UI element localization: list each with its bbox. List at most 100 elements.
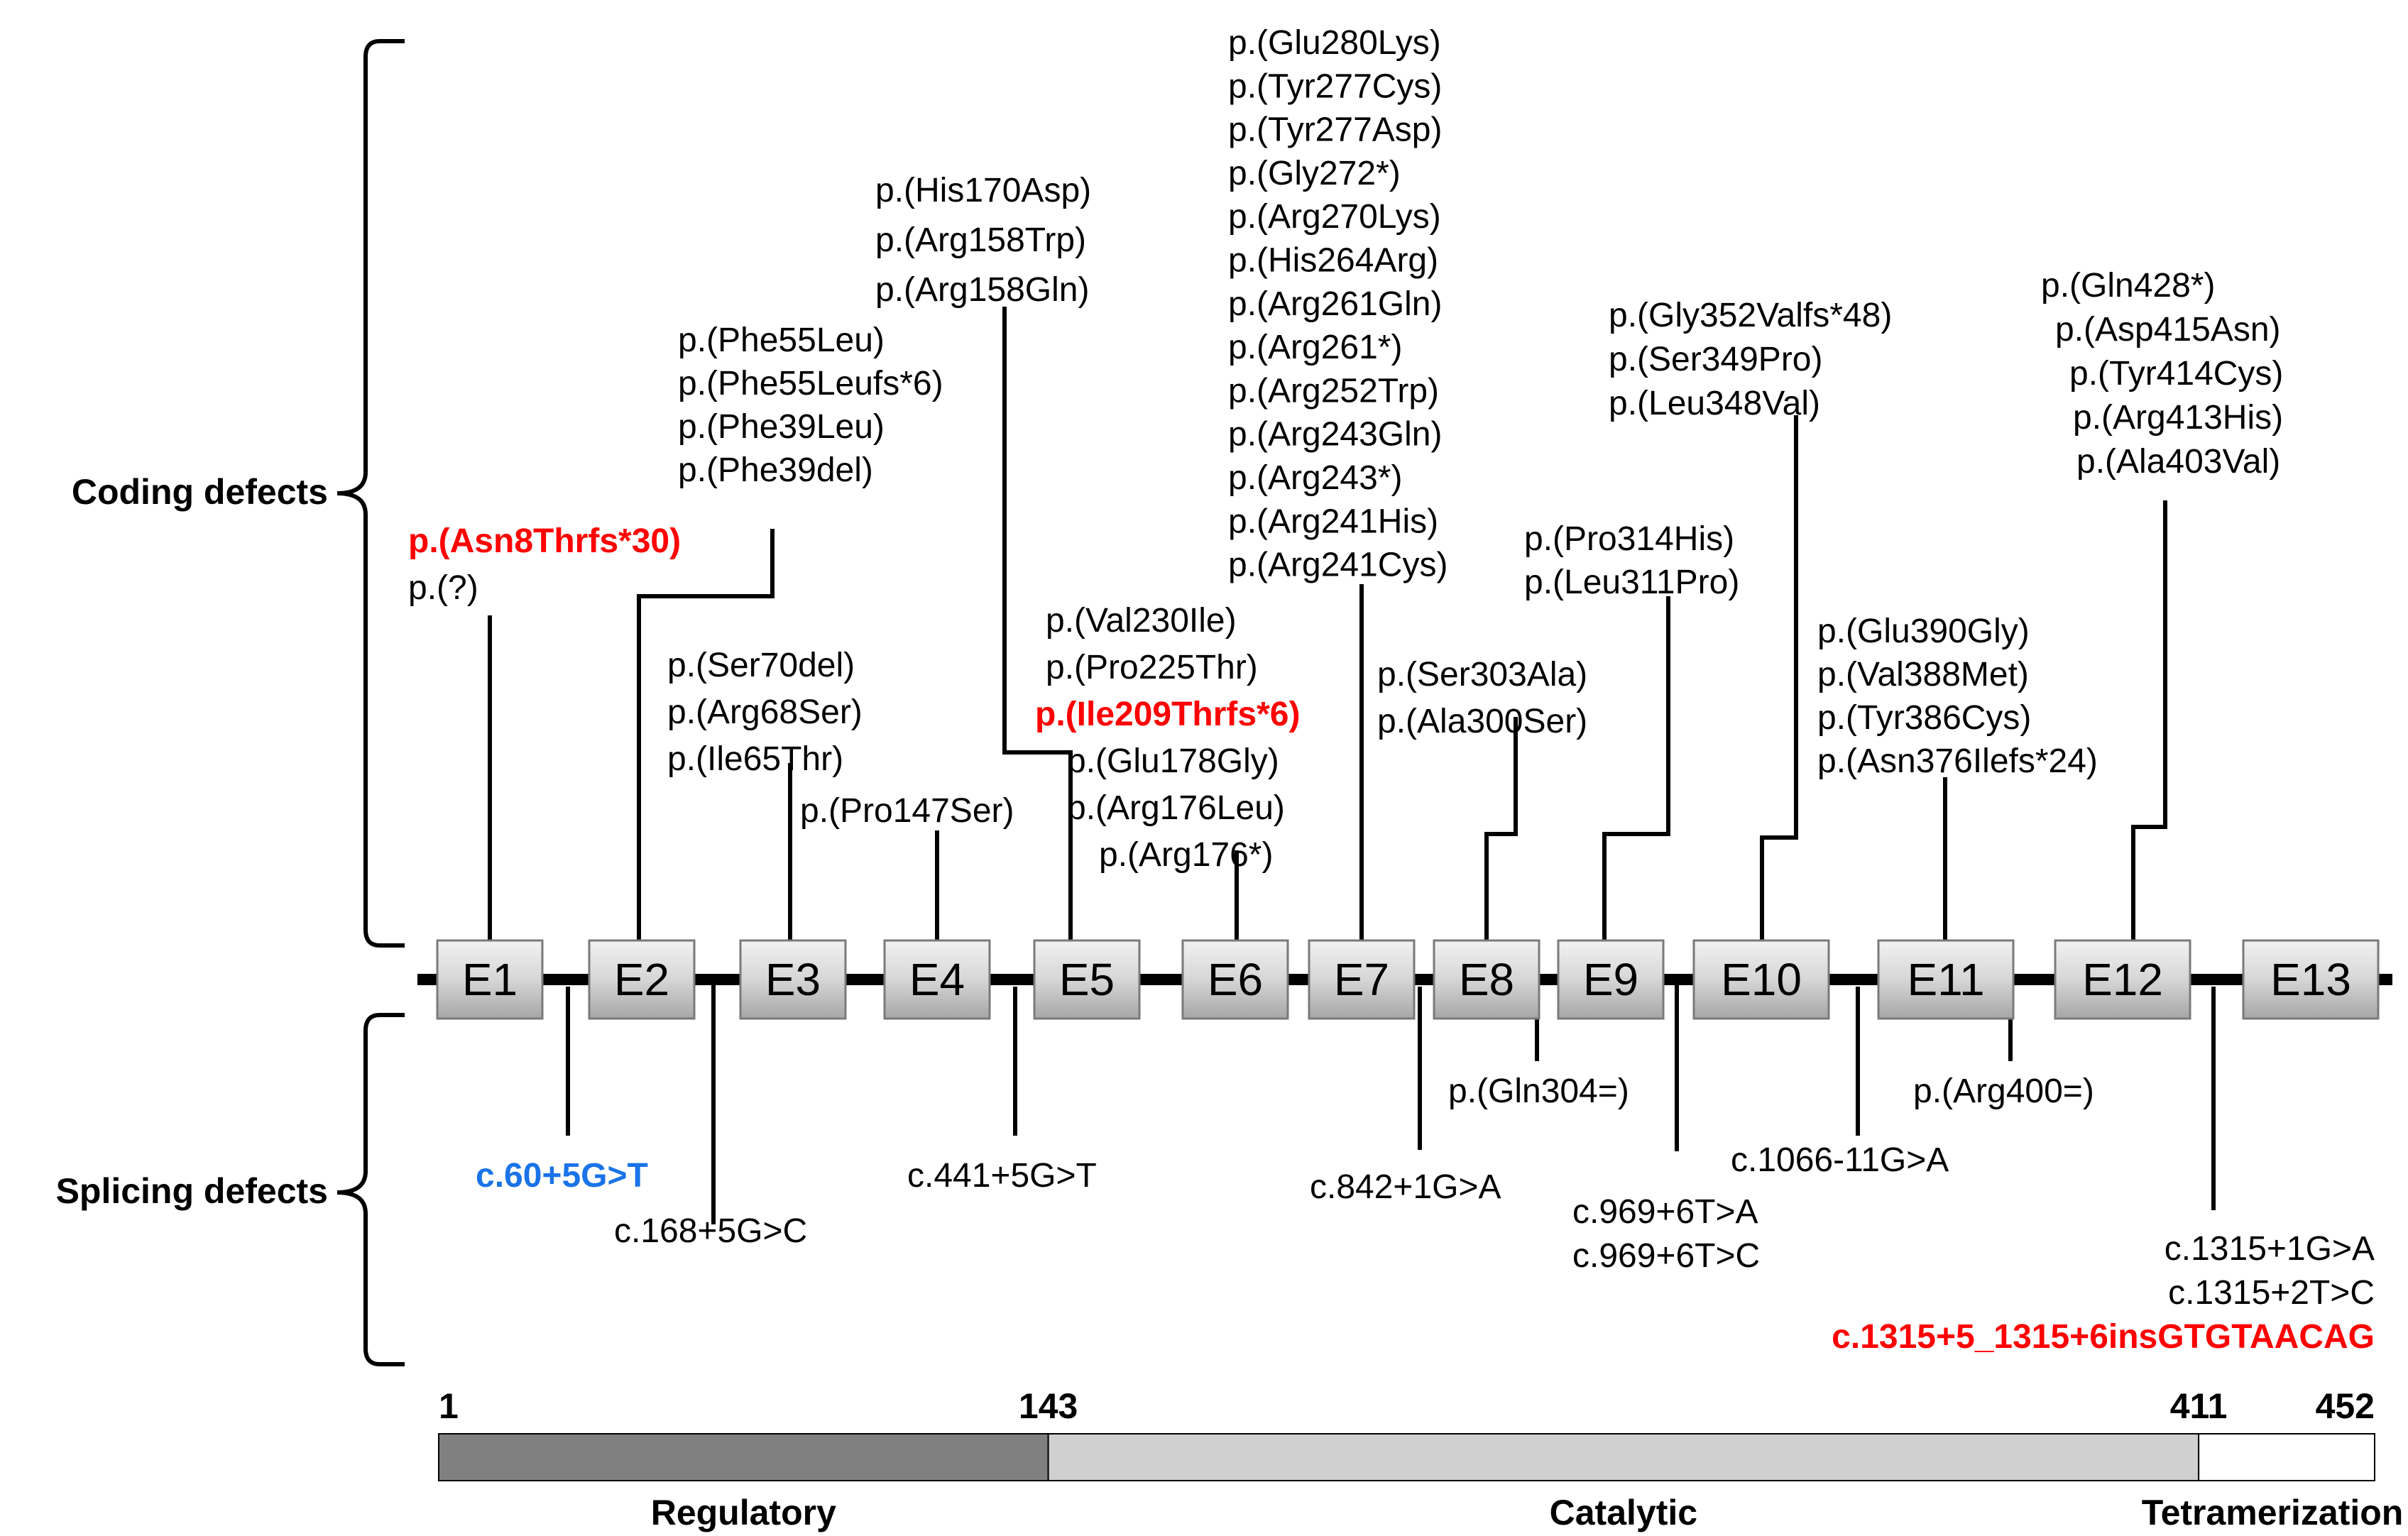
exon-e5: E5 <box>1033 939 1141 1020</box>
coding-stem-e5 <box>1002 307 1073 940</box>
coding-mutation-label: p.(Ala300Ser) <box>1377 703 1587 740</box>
splicing-brace <box>336 1013 405 1366</box>
coding-mutation-label: p.(Arg176Leu) <box>1067 789 1285 827</box>
coding-mutation-label: p.(Glu390Gly) <box>1817 613 2030 650</box>
exon-e10: E10 <box>1692 939 1830 1020</box>
coding-mutation-label: p.(Tyr277Cys) <box>1228 67 1442 105</box>
exon-box <box>2242 939 2380 1020</box>
coding-mutation-label: p.(Arg252Trp) <box>1228 372 1439 410</box>
coding-mutation-label: p.(Val388Met) <box>1817 656 2029 693</box>
coding-mutation-label: p.(Arg413His) <box>2073 399 2283 437</box>
exon-label: E7 <box>1334 954 1389 1005</box>
splicing-mutation-label: c.1315+5_1315+6insGTGTAACAG <box>1832 1318 2375 1356</box>
exon-box <box>1877 939 2015 1020</box>
splicing-mutation-label: p.(Arg400=) <box>1913 1073 2094 1110</box>
coding-stem-e2 <box>637 529 775 940</box>
domain-tetramerization <box>2198 1433 2375 1481</box>
exon-e6: E6 <box>1181 939 1289 1020</box>
exon-box <box>1692 939 1830 1020</box>
exon-label: E8 <box>1459 954 1514 1005</box>
coding-mutation-label: p.(Pro314His) <box>1524 520 1734 558</box>
splicing-mutation-label: c.168+5G>C <box>614 1212 807 1250</box>
exon-label: E11 <box>1907 954 1984 1005</box>
exon-box <box>2054 939 2191 1020</box>
coding-mutation-label: p.(Arg243Gln) <box>1228 416 1442 454</box>
coding-mutation-label: p.(Val230Ile) <box>1046 602 1237 640</box>
domain-name-regulatory: Regulatory <box>651 1493 836 1532</box>
coding-mutation-label: p.(Ser70del) <box>667 647 855 684</box>
coding-mutation-label: p.(Tyr386Cys) <box>1817 699 2031 737</box>
domain-name-tetramerization: Tetramerization <box>2142 1493 2404 1532</box>
exon-box <box>1308 939 1416 1020</box>
exon-e1: E1 <box>436 939 544 1020</box>
coding-mutation-label: p.(Arg241Cys) <box>1228 547 1447 584</box>
splicing-mutation-label: c.969+6T>C <box>1572 1237 1760 1275</box>
domain-regulatory <box>438 1433 1049 1481</box>
splicing-mutation-label: c.842+1G>A <box>1310 1168 1501 1206</box>
exon-label: E9 <box>1583 954 1638 1005</box>
coding-mutation-label: p.(Asp415Asn) <box>2055 311 2281 349</box>
exon-box <box>739 939 847 1020</box>
exon-label: E6 <box>1208 954 1263 1005</box>
exon-label: E3 <box>765 954 821 1005</box>
coding-mutation-label: p.(Arg68Ser) <box>667 693 863 731</box>
coding-mutation-label: p.(His264Arg) <box>1228 242 1438 280</box>
splicing-defects-label: Splicing defects <box>56 1171 328 1211</box>
coding-mutation-label: p.(Pro225Thr) <box>1046 649 1258 686</box>
coding-mutation-label: p.(Arg158Trp) <box>875 221 1086 259</box>
coding-mutation-label: p.(Glu178Gly) <box>1067 742 1279 780</box>
coding-mutation-label: p.(Ala403Val) <box>2076 443 2280 481</box>
exon-box <box>436 939 544 1020</box>
splicing-mutation-label: c.1315+2T>C <box>2168 1274 2375 1312</box>
domain-boundary-143: 143 <box>1019 1386 1078 1426</box>
coding-mutation-label: p.(Arg243*) <box>1228 459 1402 497</box>
coding-mutation-label: p.(Ser349Pro) <box>1609 341 1822 378</box>
coding-mutation-label: p.(Arg270Lys) <box>1228 198 1441 236</box>
domain-catalytic <box>1047 1433 2200 1481</box>
exon-label: E4 <box>909 954 965 1005</box>
exon-box <box>1181 939 1289 1020</box>
exon-label: E10 <box>1721 954 1802 1005</box>
exon-box <box>883 939 991 1020</box>
exon-e7: E7 <box>1308 939 1416 1020</box>
exon-e13: E13 <box>2242 939 2380 1020</box>
exon-e12: E12 <box>2054 939 2191 1020</box>
coding-mutation-label: p.(?) <box>408 569 478 607</box>
coding-stem-e12 <box>2131 500 2167 940</box>
splicing-mutation-label: c.1315+1G>A <box>2165 1230 2375 1268</box>
coding-mutation-label: p.(Phe39Leu) <box>678 408 885 446</box>
exon-label: E13 <box>2270 954 2351 1005</box>
exon-label: E12 <box>2082 954 2163 1005</box>
splicing-mutation-label: c.60+5G>T <box>476 1157 648 1195</box>
coding-mutation-label: p.(Ile65Thr) <box>667 740 843 778</box>
coding-mutation-label: p.(Arg241His) <box>1228 503 1438 540</box>
splicing-mutation-label: c.969+6T>A <box>1572 1193 1758 1231</box>
coding-mutation-label: p.(Pro147Ser) <box>800 792 1014 830</box>
domain-boundary-1: 1 <box>439 1386 459 1426</box>
coding-mutation-label: p.(Gly272*) <box>1228 155 1401 192</box>
exon-e11: E11 <box>1877 939 2015 1020</box>
exon-box <box>1433 939 1540 1020</box>
coding-mutation-label: p.(Gly352Valfs*48) <box>1609 297 1892 334</box>
exon-e3: E3 <box>739 939 847 1020</box>
coding-mutation-label: p.(Glu280Lys) <box>1228 24 1441 62</box>
exon-box <box>1557 939 1665 1020</box>
coding-stem-e8 <box>1484 717 1518 940</box>
exon-e8: E8 <box>1433 939 1540 1020</box>
coding-mutation-label: p.(Asn8Thrfs*30) <box>408 522 681 560</box>
coding-mutation-label: p.(Arg261*) <box>1228 329 1402 366</box>
exon-box <box>588 939 696 1020</box>
splicing-mutation-label: c.441+5G>T <box>907 1157 1097 1195</box>
splicing-mutation-label: p.(Gln304=) <box>1448 1073 1629 1110</box>
exon-e9: E9 <box>1557 939 1665 1020</box>
coding-mutation-label: p.(Tyr414Cys) <box>2069 355 2283 393</box>
coding-stem-e9 <box>1602 596 1670 940</box>
coding-mutation-label: p.(Gln428*) <box>2041 267 2215 305</box>
coding-mutation-label: p.(Phe55Leu) <box>678 322 885 359</box>
coding-defects-label: Coding defects <box>72 472 328 512</box>
exon-box <box>1033 939 1141 1020</box>
exon-label: E2 <box>614 954 669 1005</box>
coding-brace <box>336 39 405 948</box>
